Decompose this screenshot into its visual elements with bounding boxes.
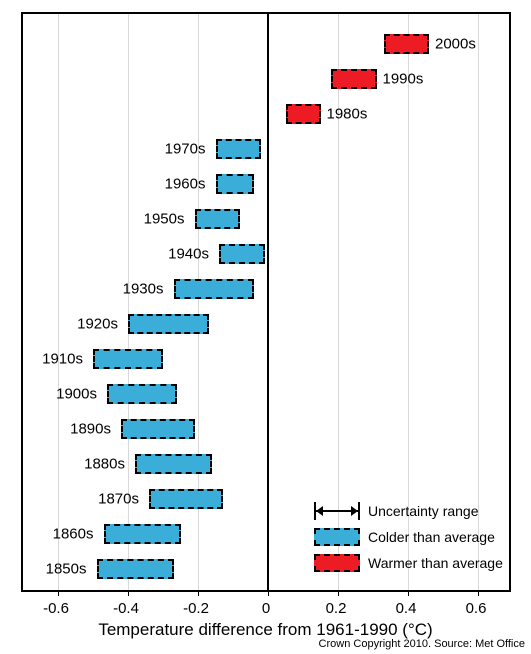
bar — [216, 174, 255, 194]
bar-label: 1950s — [144, 211, 185, 228]
bar — [93, 349, 163, 369]
bar — [107, 384, 177, 404]
bar — [128, 314, 209, 334]
bar-label: 1960s — [165, 176, 206, 193]
bar — [219, 244, 265, 264]
x-tick-label: 0 — [262, 600, 270, 617]
bar — [121, 419, 195, 439]
x-axis-label: Temperature difference from 1961-1990 (°… — [98, 620, 432, 640]
bar-label: 1980s — [327, 106, 368, 123]
bar-label: 1970s — [165, 141, 206, 158]
bar-label: 1850s — [46, 561, 87, 578]
bar-label: 1900s — [56, 386, 97, 403]
uncertainty-range-icon — [314, 502, 360, 520]
legend-swatch-cold — [314, 528, 360, 546]
page-root: { "chart": { "type": "bar", "orientation… — [0, 0, 531, 654]
x-tick-label: 0.2 — [326, 600, 347, 617]
legend-row-cold: Colder than average — [314, 526, 503, 548]
x-tick-label: 0.6 — [466, 600, 487, 617]
bar — [174, 279, 255, 299]
legend-uncertainty-label: Uncertainty range — [368, 503, 479, 519]
legend-warm-label: Warmer than average — [368, 555, 503, 571]
bar — [384, 34, 430, 54]
chart-plot-area: 2000s 1990s 1980s 1970s 1960s 1950s 1940s 1930s… — [21, 12, 511, 592]
bar — [135, 454, 212, 474]
legend-swatch-warm — [314, 554, 360, 572]
bar — [149, 489, 223, 509]
legend: Uncertainty range Colder than average Warm… — [314, 496, 503, 574]
bar-label: 1870s — [98, 491, 139, 508]
x-tick — [198, 590, 199, 596]
x-tick — [478, 590, 479, 596]
x-tick-label: -0.6 — [43, 600, 69, 617]
bar-label: 1860s — [53, 526, 94, 543]
credit-text: Crown Copyright 2010. Source: Met Office — [319, 638, 525, 650]
bar — [331, 69, 377, 89]
x-tick-label: -0.4 — [113, 600, 139, 617]
x-tick-label: -0.2 — [183, 600, 209, 617]
x-tick — [338, 590, 339, 596]
x-tick — [128, 590, 129, 596]
bar — [286, 104, 321, 124]
gridline — [58, 14, 59, 590]
zero-line — [267, 14, 269, 590]
bar-label: 1940s — [168, 246, 209, 263]
bar-label: 1930s — [123, 281, 164, 298]
legend-cold-label: Colder than average — [368, 529, 495, 545]
x-tick — [408, 590, 409, 596]
x-tick — [58, 590, 59, 596]
bar-label: 2000s — [435, 36, 476, 53]
bar — [195, 209, 241, 229]
bar-label: 1920s — [77, 316, 118, 333]
bar — [104, 524, 181, 544]
bar-label: 1990s — [383, 71, 424, 88]
x-tick — [268, 590, 269, 596]
bar-label: 1880s — [84, 456, 125, 473]
bar — [97, 559, 174, 579]
legend-row-warm: Warmer than average — [314, 552, 503, 574]
legend-row-uncertainty: Uncertainty range — [314, 500, 503, 522]
bar — [216, 139, 262, 159]
x-tick-label: 0.4 — [396, 600, 417, 617]
bar-label: 1890s — [70, 421, 111, 438]
bar-label: 1910s — [42, 351, 83, 368]
